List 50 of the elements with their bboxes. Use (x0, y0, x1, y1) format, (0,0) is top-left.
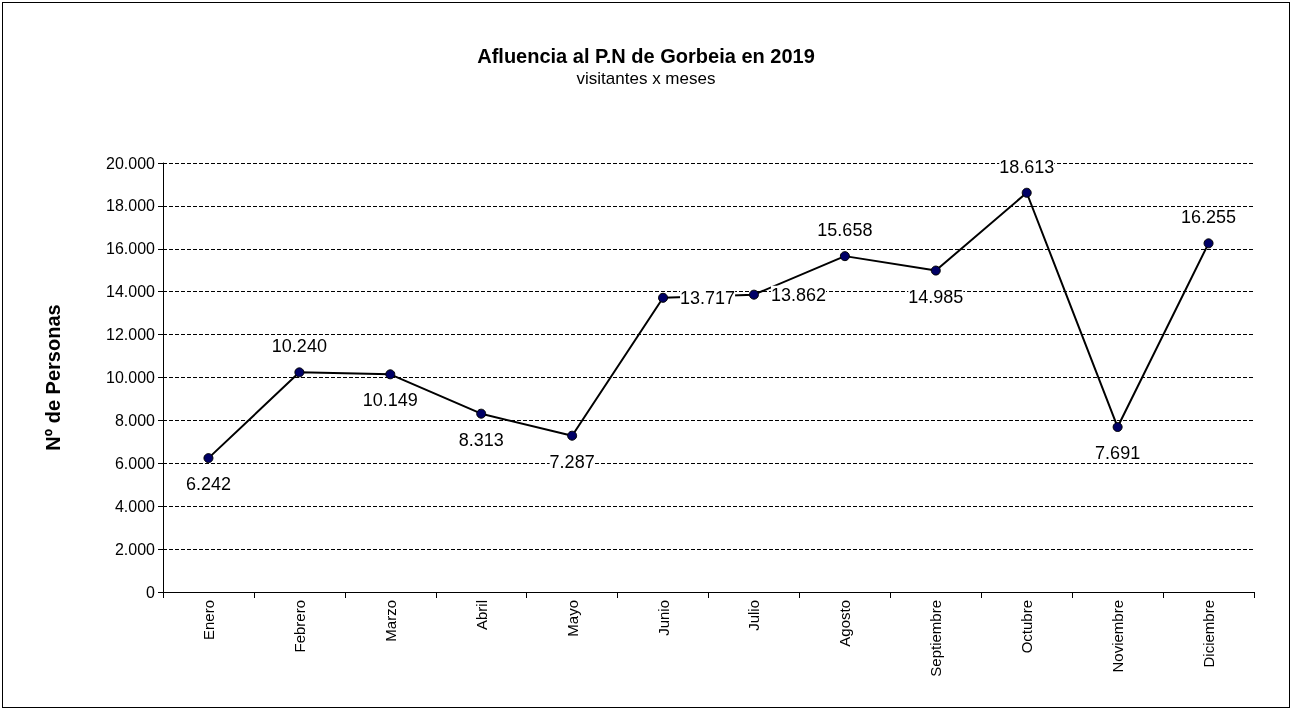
x-tick-label: Febrero (290, 600, 308, 653)
y-tick-label: 16.000 (106, 240, 156, 258)
x-tick-label: Junio (654, 600, 672, 636)
y-tick-label: 6.000 (114, 454, 156, 472)
data-label: 7.287 (549, 451, 595, 472)
data-label: 10.149 (362, 390, 418, 411)
y-tick-label: 18.000 (106, 197, 156, 215)
x-tick-label: Octubre (1018, 600, 1036, 654)
data-label: 8.313 (458, 429, 504, 450)
chart-title: Afluencia al P.N de Gorbeia en 2019 (477, 45, 815, 67)
point (1021, 187, 1032, 198)
data-label: 13.862 (770, 284, 827, 305)
point (930, 265, 941, 276)
y-tick-label: 10.000 (106, 369, 156, 386)
x-tick-label: Julio (745, 600, 763, 631)
y-tick-label: 14.000 (106, 283, 156, 301)
point (203, 453, 214, 464)
x-tick-label: Diciembre (1200, 600, 1218, 668)
point (1112, 422, 1123, 433)
data-label: 13.717 (680, 287, 736, 308)
point (294, 367, 305, 378)
chart-subtitle: visitantes x meses (576, 69, 716, 88)
point (1203, 238, 1214, 249)
x-tick-label: Marzo (381, 600, 399, 642)
y-tick-label: 20.000 (106, 154, 156, 172)
data-label: 10.240 (271, 336, 327, 357)
data-label: 6.242 (185, 474, 231, 495)
x-tick-label: Abril (472, 600, 490, 631)
x-tick-label: Mayo (563, 600, 581, 637)
data-label: 18.613 (999, 156, 1055, 177)
point (748, 289, 759, 300)
y-tick-label: 4.000 (114, 497, 156, 515)
y-tick-label: 0 (146, 583, 156, 601)
data-label: 16.255 (1181, 207, 1237, 228)
x-tick-label: Noviembre (1109, 600, 1127, 673)
point (385, 369, 396, 380)
x-tick-label: Agosto (836, 600, 854, 647)
data-label: 14.985 (908, 286, 964, 307)
point (839, 251, 850, 262)
point (658, 292, 669, 303)
y-tick-label: 2.000 (114, 540, 156, 558)
y-tick-label: 12.000 (106, 326, 156, 344)
y-tick-label: 8.000 (114, 411, 156, 429)
point (476, 408, 487, 419)
x-tick-label: Septiembre (927, 600, 945, 677)
data-label: 15.658 (817, 220, 873, 241)
data-label: 7.691 (1095, 443, 1141, 464)
point (567, 430, 578, 441)
x-tick-label: Enero (199, 600, 217, 641)
y-axis-title: Nº de Personas (42, 304, 64, 451)
